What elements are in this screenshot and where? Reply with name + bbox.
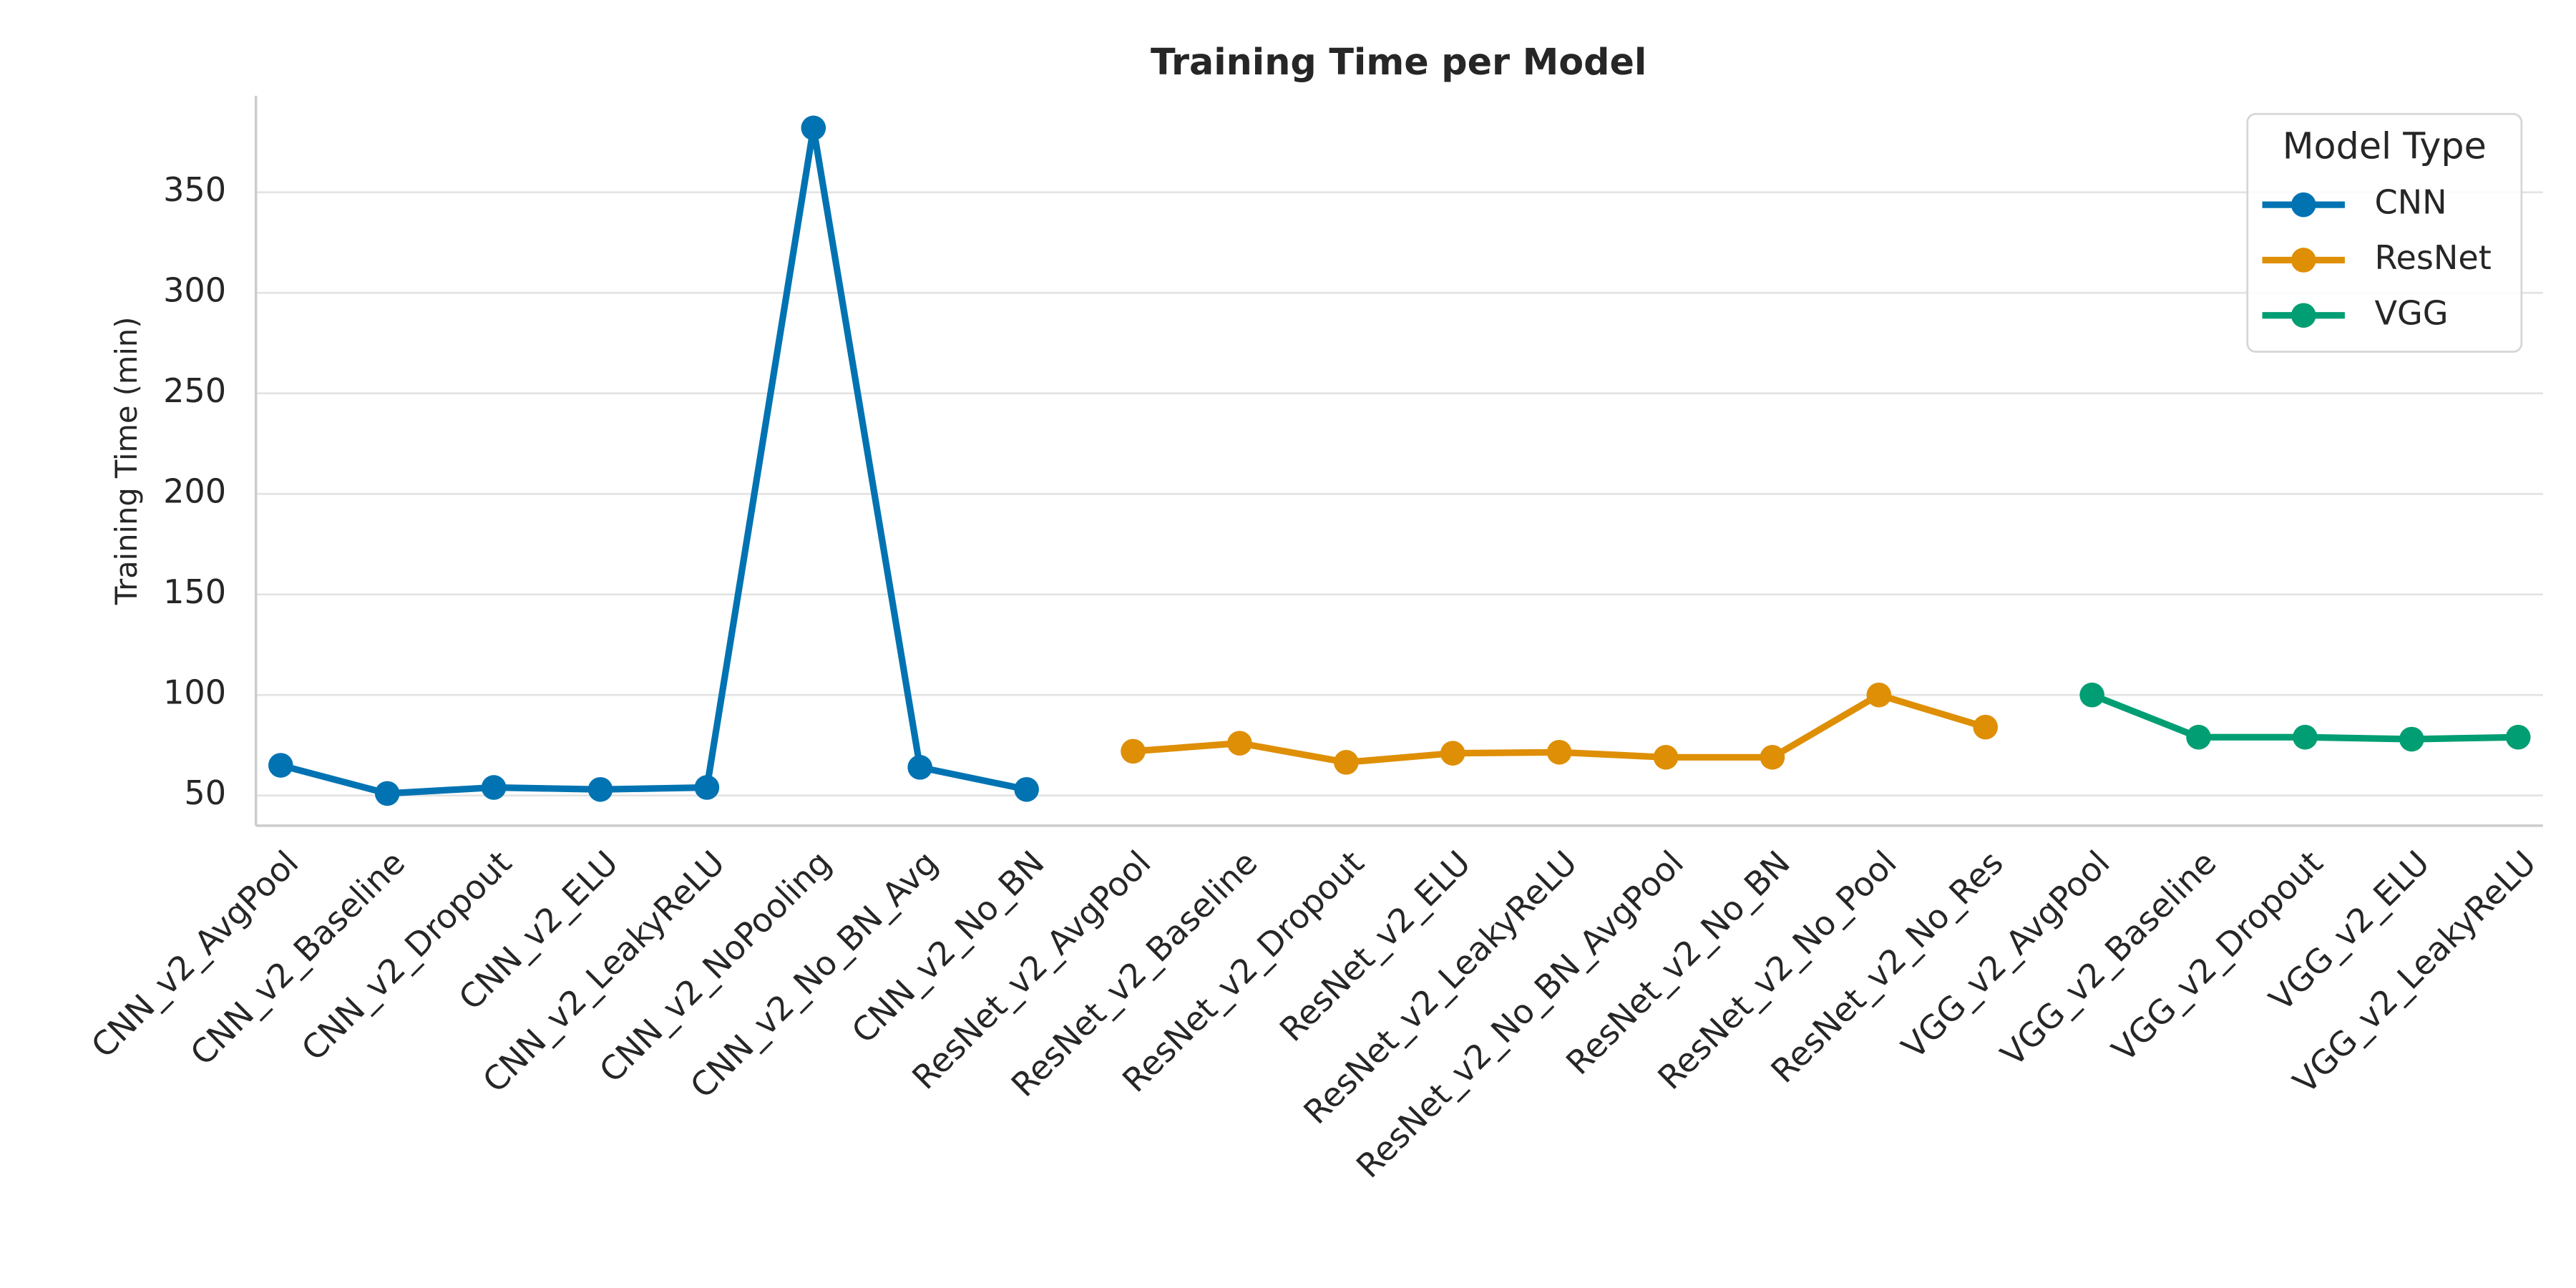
point: [801, 115, 826, 141]
chart-title: Training Time per Model: [1151, 41, 1646, 83]
point: [1014, 776, 1039, 802]
y-tick-label: 300: [163, 271, 226, 310]
legend-marker: [2290, 192, 2316, 218]
legend-label: CNN: [2374, 183, 2446, 222]
y-tick-label: 250: [163, 371, 226, 410]
point: [268, 753, 293, 778]
legend-marker: [2290, 248, 2316, 273]
y-tick-label: 350: [163, 170, 226, 209]
point: [2293, 724, 2318, 750]
point: [2186, 724, 2211, 750]
point: [1973, 714, 1999, 740]
point: [374, 781, 400, 806]
point: [1334, 750, 1359, 775]
legend-title: Model Type: [2283, 125, 2487, 167]
y-tick-label: 200: [163, 472, 226, 511]
point: [1440, 741, 1465, 766]
point: [694, 775, 720, 800]
y-tick-label: 50: [184, 774, 226, 812]
legend-marker: [2290, 303, 2316, 328]
point: [2505, 724, 2531, 750]
legend-label: VGG: [2374, 293, 2448, 332]
legend-box: [2246, 112, 2523, 353]
series-line: [280, 125, 1028, 797]
y-axis-label: Training Time (min): [109, 317, 144, 605]
point: [1760, 745, 1785, 770]
point: [1121, 738, 1146, 764]
point: [1653, 745, 1679, 770]
point: [1866, 682, 1892, 708]
point: [1227, 731, 1252, 756]
point: [2079, 682, 2104, 708]
point: [2399, 726, 2424, 752]
legend-label: ResNet: [2374, 238, 2491, 277]
point: [481, 775, 507, 800]
point: [587, 776, 613, 802]
point: [907, 755, 933, 780]
y-tick-label: 150: [163, 572, 226, 611]
legend: Model Type CNN ResNet VGG: [2246, 112, 2523, 353]
y-tick-label: 100: [163, 673, 226, 712]
point: [1546, 739, 1572, 765]
